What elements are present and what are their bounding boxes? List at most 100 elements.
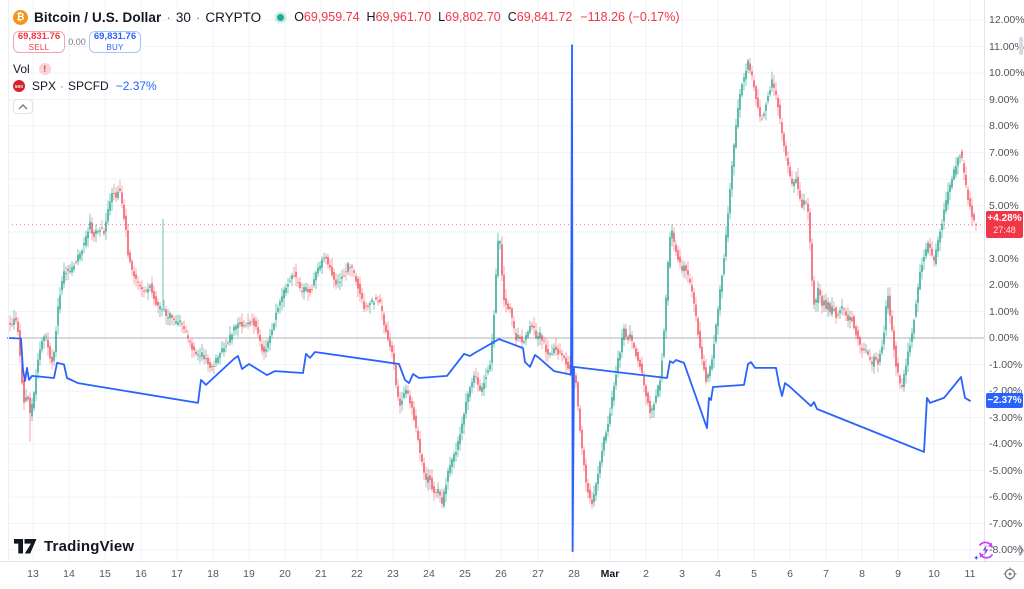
price-axis-label: 12.00% — [989, 14, 1024, 26]
time-axis-label: 22 — [351, 568, 363, 580]
market-open-dot-icon[interactable] — [277, 13, 285, 21]
bitcoin-icon: ₿ — [13, 9, 28, 25]
time-axis-label: 2 — [643, 568, 649, 580]
price-axis-label: 11.00% — [989, 40, 1024, 53]
time-axis-border — [0, 561, 1024, 562]
buy-button[interactable]: 69,831.76 BUY — [89, 31, 141, 53]
spread-value: 0.00 — [68, 37, 86, 47]
time-axis-label: 24 — [423, 568, 435, 580]
time-axis-label: 19 — [243, 568, 255, 580]
time-axis-label: 23 — [387, 568, 399, 580]
buy-label: BUY — [106, 42, 124, 52]
low-value: 69,802.70 — [445, 10, 501, 24]
sell-price: 69,831.76 — [17, 31, 61, 43]
candle-bodies-down — [9, 63, 977, 505]
symbol-title[interactable]: Bitcoin / U.S. Dollar — [34, 9, 162, 25]
time-axis-label: 3 — [679, 568, 685, 580]
pane-left-border — [8, 0, 9, 589]
time-axis-label: Mar — [600, 568, 620, 580]
buy-price: 69,831.76 — [93, 31, 137, 43]
time-axis-label: 13 — [27, 568, 39, 580]
time-axis-label: 28 — [568, 568, 580, 580]
tradingview-mark-icon — [14, 539, 37, 554]
time-axis-label: 10 — [928, 568, 940, 580]
chevron-right-icon[interactable]: ❯ — [1017, 545, 1024, 556]
high-value: 69,961.70 — [375, 10, 432, 24]
chevron-up-icon — [18, 103, 28, 109]
alert-icon[interactable]: ! — [38, 63, 51, 75]
symbol-separator: · — [166, 9, 171, 25]
symbol-interval[interactable]: 30 — [175, 9, 191, 25]
price-axis-label: -4.00% — [989, 438, 1023, 450]
time-axis-label: 5 — [751, 568, 757, 580]
price-axis-label: 0.00% — [989, 332, 1019, 344]
price-axis-label: 8.00% — [989, 120, 1019, 132]
open-label: O — [294, 10, 304, 24]
sell-button[interactable]: 69,831.76 SELL — [13, 31, 65, 53]
price-axis-label: -8.00% — [989, 544, 1023, 556]
open-value: 69,959.74 — [303, 10, 360, 24]
order-panel: 69,831.76 SELL 0.00 69,831.76 BUY — [13, 30, 680, 54]
auto-refresh-bolt-icon[interactable] — [972, 539, 998, 568]
time-axis-label: 4 — [715, 568, 721, 580]
compare-feed: SPCFD — [68, 79, 109, 93]
price-axis-label: 9.00% — [989, 93, 1019, 106]
compare-series-row[interactable]: 500 SPX · SPCFD −2.37% — [13, 79, 680, 93]
compare-separator: · — [60, 79, 65, 93]
bar-countdown: 27:48 — [993, 225, 1016, 236]
time-axis-label: 18 — [207, 568, 219, 580]
time-axis-label: 16 — [135, 568, 147, 580]
symbol-market: CRYPTO — [205, 9, 262, 25]
price-axis-label: -1.00% — [989, 358, 1023, 371]
legend-collapse-button[interactable] — [13, 99, 33, 114]
symbol-legend-row[interactable]: ₿ Bitcoin / U.S. Dollar · 30 · CRYPTO O6… — [13, 8, 680, 26]
close-value: 69,841.72 — [516, 10, 573, 24]
compare-change: −2.37% — [115, 79, 157, 93]
symbol-separator: · — [195, 9, 201, 25]
time-axis-label: 26 — [495, 568, 507, 580]
price-axis-border — [984, 0, 985, 589]
price-axis-label: -5.00% — [989, 464, 1023, 477]
volume-label: Vol — [13, 62, 30, 76]
time-axis-label: 27 — [532, 568, 544, 580]
last-price-change: +4.28% — [987, 213, 1022, 225]
price-axis[interactable]: +4.28% 27:48 −2.37% 12.00% 11.00% 10.00% 9.… — [985, 0, 1024, 561]
price-axis-label: 7.00% — [989, 146, 1019, 159]
time-axis-label: 17 — [171, 568, 183, 580]
change-value: −118.26 (−0.17%) — [580, 10, 680, 24]
time-axis[interactable]: 13 14 15 16 17 18 19 20 21 22 23 24 25 26 27 28 Mar 2 3 4 5 6… — [0, 562, 1024, 589]
sell-label: SELL — [28, 42, 50, 52]
volume-indicator-row[interactable]: Vol ! — [13, 62, 680, 76]
candle-bodies-up — [13, 60, 961, 507]
scrollbar-thumb[interactable] — [1019, 37, 1023, 55]
tradingview-logo[interactable]: TradingView — [14, 538, 134, 555]
candle-wicks-down — [9, 57, 977, 509]
price-axis-label: 3.00% — [989, 252, 1019, 265]
sp500-icon: 500 — [13, 80, 25, 92]
time-axis-label: 6 — [787, 568, 793, 580]
time-axis-label: 21 — [315, 568, 327, 580]
price-axis-label: -7.00% — [989, 517, 1023, 530]
price-axis-label: -3.00% — [989, 411, 1023, 424]
time-axis-label: 7 — [823, 568, 829, 580]
axis-marker-artifact — [199, 584, 211, 589]
high-label: H — [366, 10, 376, 24]
compare-price-badge: −2.37% — [986, 393, 1023, 409]
price-axis-label: 1.00% — [989, 305, 1019, 318]
brand-name: TradingView — [44, 538, 135, 555]
time-axis-label: 15 — [99, 568, 111, 580]
price-axis-label: 6.00% — [989, 173, 1019, 185]
time-axis-label: 25 — [459, 568, 471, 580]
compare-symbol: SPX — [32, 79, 57, 93]
low-label: L — [438, 10, 446, 24]
time-axis-label: 20 — [279, 568, 291, 580]
last-price-badge: +4.28% 27:48 — [986, 211, 1023, 239]
gear-icon[interactable] — [1003, 567, 1017, 586]
time-axis-label: 11 — [964, 568, 976, 580]
price-axis-label: 2.00% — [989, 279, 1019, 291]
time-axis-label: 14 — [63, 568, 75, 580]
ohlc-values: O69,959.74 H69,961.70 L69,802.70 C69,841… — [294, 10, 679, 24]
legend: ₿ Bitcoin / U.S. Dollar · 30 · CRYPTO O6… — [13, 8, 680, 114]
